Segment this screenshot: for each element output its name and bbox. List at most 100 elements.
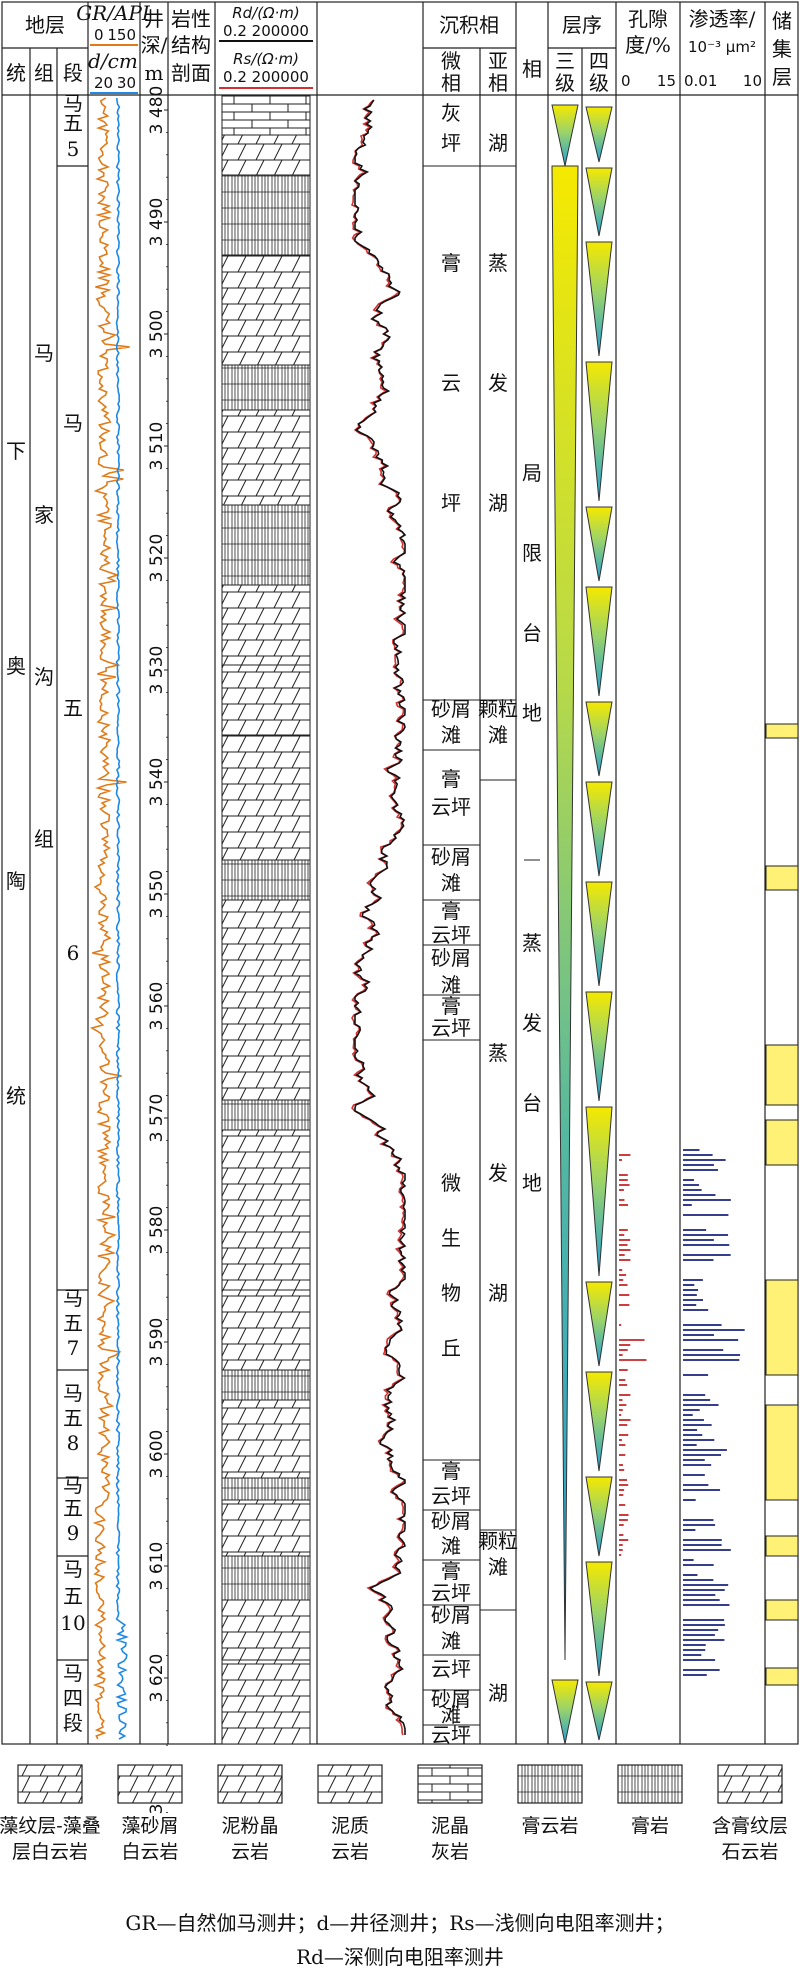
fourth-order-triangle [585, 1371, 613, 1472]
facies-track: 灰坪膏云坪砂屑滩膏云坪砂屑滩膏云坪砂屑滩膏云坪微生物丘膏云坪砂屑滩膏云坪砂屑滩云… [423, 94, 542, 1747]
microfacies-label: 丘 [441, 1336, 461, 1360]
depth-label: 3 590 [147, 1318, 167, 1367]
subfacies-label: 发 [488, 371, 508, 395]
system-char: 奥 [6, 654, 26, 678]
member-char: 马 [63, 91, 83, 115]
rd-curve [353, 99, 407, 1735]
fourth-order-triangle [585, 1681, 613, 1741]
microfacies-label: 砂屑 [431, 946, 471, 970]
depth-label: 3 480 [147, 86, 167, 135]
gypsum-laminite-label: 含膏纹层 [712, 1814, 788, 1837]
caliper-curve [114, 97, 129, 1740]
microfacies-label: 膏 [441, 1459, 461, 1483]
member-char: 9 [67, 1521, 80, 1545]
depth-label: 3 500 [147, 310, 167, 359]
porosity-heading-2: 度/% [625, 33, 671, 57]
reservoir-zone [765, 1404, 799, 1501]
group-char: 沟 [34, 665, 54, 689]
microfacies-label: 云坪 [431, 1723, 471, 1747]
reservoir-zone [765, 1044, 799, 1106]
fourth-order-triangle [585, 586, 613, 697]
lithology-unit [221, 1129, 311, 1291]
fourth-order-triangle [585, 1281, 613, 1367]
third-order-triangle [551, 104, 579, 167]
perm-range-min: 0.01 [684, 72, 717, 90]
microfacies-label: 膏 [441, 1559, 461, 1583]
microfacies-label: 砂屑 [431, 845, 471, 869]
depth-label: 3 580 [147, 1206, 167, 1255]
depth-label: 3 510 [147, 422, 167, 471]
microfacies-label: 云坪 [431, 795, 471, 819]
silt-dolomite-swatch [217, 1764, 283, 1804]
microfacies-label: 砂屑 [431, 1687, 471, 1711]
microfacies-heading-1: 微 [441, 49, 461, 73]
microfacies-label: 坪 [441, 491, 461, 515]
gypsum-dolomite-swatch [517, 1764, 583, 1804]
group-char: 家 [34, 503, 54, 527]
member-char: 马 [63, 1557, 83, 1581]
depth-label: 3 600 [147, 1430, 167, 1479]
subfacies-label: 湖 [488, 1281, 508, 1305]
argillaceous-dolomite-label: 泥质 [331, 1815, 369, 1837]
depth-label: 3 620 [147, 1654, 167, 1703]
perm-unit: 10⁻³ μm² [688, 38, 756, 56]
lithology-unit [221, 1369, 311, 1401]
fourth-order-triangle [585, 1106, 613, 1277]
silt-dolomite-label: 云岩 [231, 1841, 269, 1863]
lithology-unit [221, 134, 311, 176]
gypsum-laminite-label: 石云岩 [721, 1841, 778, 1863]
member-char: 10 [60, 1611, 85, 1635]
gr-heading: GR/API [76, 1, 151, 25]
lithology-unit [221, 664, 311, 736]
rs-heading: Rs/(Ω·m) [233, 50, 299, 68]
system-char: 统 [6, 1084, 26, 1108]
cal-range-max: 30 [117, 74, 136, 92]
depth-label: 3 560 [147, 982, 167, 1031]
facies-label: 局 [522, 461, 542, 485]
facies-label: 发 [522, 1011, 542, 1035]
depth-heading-3: m [145, 61, 164, 85]
perm-heading: 渗透率/ [689, 7, 756, 31]
system-char: 下 [6, 439, 26, 463]
member-char: 8 [67, 1431, 80, 1455]
fourth-order-triangle [585, 361, 613, 502]
depth-label: 3 520 [147, 534, 167, 583]
lithology-unit [221, 1599, 311, 1661]
facies-label: 地 [522, 1171, 542, 1195]
subfacies-label: 滩 [488, 1555, 508, 1579]
depth-label: 3 610 [147, 1542, 167, 1591]
lithology-unit [221, 94, 311, 136]
gr-range-min: 0 [94, 26, 104, 44]
caption-line-1: GR—自然伽马测井；d—井径测井；Rs—浅侧向电阻率测井； [125, 1911, 674, 1935]
microfacies-label: 膏 [441, 251, 461, 275]
microfacies-label: 膏 [441, 899, 461, 923]
cal-range-min: 20 [94, 74, 113, 92]
reservoir-heading-3: 层 [772, 65, 792, 89]
facies-label: 蒸 [522, 931, 542, 955]
lithology-unit [221, 734, 311, 861]
rs-curve [350, 99, 407, 1736]
microfacies-label: 砂屑 [431, 1603, 471, 1627]
seq4-heading-2: 级 [589, 71, 609, 95]
fourth-order-triangle [585, 991, 613, 1102]
member-char: 五 [63, 1496, 83, 1520]
microfacies-label: 云坪 [431, 1581, 471, 1605]
member-char: 段 [63, 1711, 83, 1735]
subfacies-label: 蒸 [488, 251, 508, 275]
member-char: 马 [63, 1473, 83, 1497]
lithology-unit [221, 584, 311, 666]
microfacies-label: 云坪 [431, 1016, 471, 1040]
lithology-unit [221, 1659, 311, 1745]
depth-track: 3 480 3 490 3 500 3 510 3 520 3 530 3 540 3 550… [147, 86, 168, 1814]
micritic-limestone-label: 泥晶 [431, 1815, 469, 1837]
micritic-limestone-label: 灰岩 [431, 1841, 469, 1863]
microfacies-label: 微 [441, 1171, 461, 1195]
porosity-range-min: 0 [621, 72, 631, 90]
lith-heading-1: 岩性 [171, 7, 211, 31]
